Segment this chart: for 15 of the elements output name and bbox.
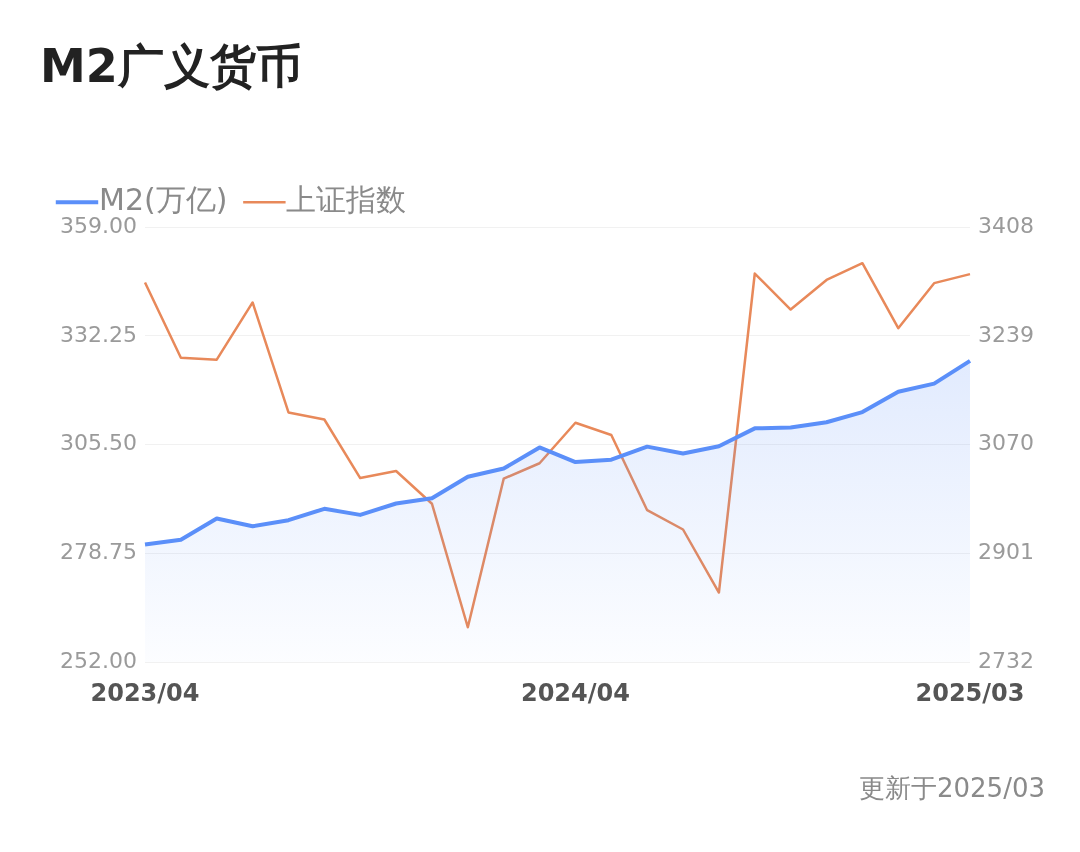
y-tick-label: 252.00 — [60, 647, 137, 673]
y-tick-label: 305.50 — [60, 430, 137, 456]
x-tick-label: 2023/04 — [90, 678, 200, 707]
y2-tick-label: 2901 — [978, 539, 1034, 565]
x-tick-label: 2024/04 — [520, 678, 630, 707]
x-tick-label: 2025/03 — [915, 678, 1025, 707]
y2-tick-label: 2732 — [978, 647, 1034, 673]
text: 更新于2025/03 — [858, 772, 1045, 803]
y2-tick-label: 3408 — [978, 212, 1034, 238]
y-tick-label: 278.75 — [60, 539, 137, 565]
y2-tick-label: 3070 — [978, 430, 1034, 456]
chart-title: M2广义货币 — [40, 38, 302, 93]
y-tick-label: 332.25 — [60, 321, 137, 347]
y2-tick-label: 3239 — [978, 321, 1034, 347]
legend-label: 上证指数 — [286, 182, 407, 217]
